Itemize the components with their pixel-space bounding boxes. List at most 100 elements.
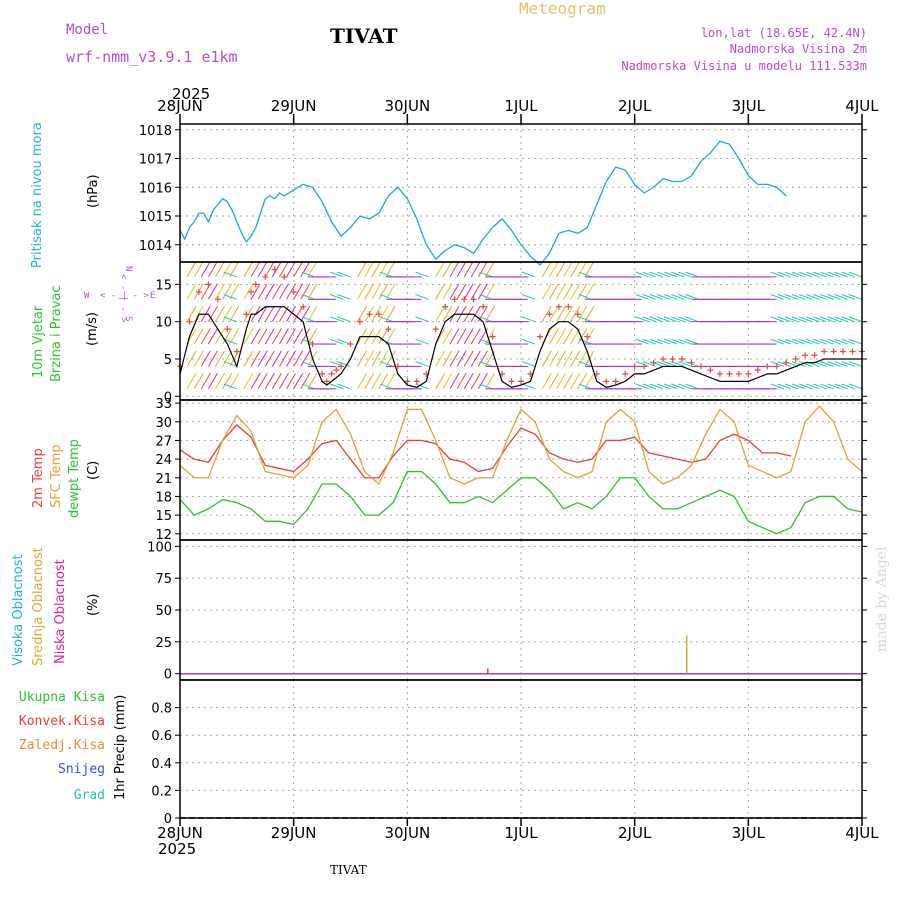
wind-barb (656, 338, 671, 345)
wind-barb (570, 262, 580, 278)
wind-barb (841, 338, 856, 345)
wind-barb (678, 316, 692, 323)
wind-gust-mark (792, 355, 799, 362)
wind-barb (435, 350, 446, 367)
wind-barb (293, 328, 304, 345)
wind-barb (385, 283, 396, 300)
precip-frame (179, 679, 863, 819)
wind-barb (834, 338, 848, 345)
wind-barb (678, 338, 692, 345)
wind-barb (806, 383, 820, 390)
wind-barb (563, 350, 574, 367)
wind-barb (379, 383, 394, 390)
wind-barb (364, 262, 374, 278)
altitude-text: Nadmorska Visina 2m (730, 42, 867, 56)
wind-gust-mark (252, 281, 259, 288)
wind-barb (791, 338, 806, 345)
wind-barb (257, 350, 268, 367)
wind-barb (649, 383, 664, 390)
wind-barb (635, 294, 650, 300)
wind-barb (806, 271, 820, 278)
wind-gust-mark (546, 311, 553, 318)
wind-barb (449, 328, 460, 345)
wind-barb (435, 262, 445, 278)
wind-barb (470, 262, 481, 278)
temp-2m-line (179, 423, 792, 479)
wind-barb (813, 271, 827, 278)
wind-barb (222, 305, 233, 322)
precip-label-total: Ukupna Kisa (19, 690, 105, 705)
wind-gust-mark (707, 367, 714, 374)
wind-barb (642, 294, 657, 300)
wind-barb (264, 328, 275, 345)
wind-barb (257, 262, 268, 278)
wind-barb (820, 271, 834, 278)
wind-barb (827, 294, 841, 300)
year-top: 2025 (172, 85, 210, 103)
wind-barb (186, 283, 197, 300)
wind-barb (364, 283, 375, 300)
wind-barb (834, 294, 848, 300)
wind-barb (635, 383, 650, 390)
wind-barb (649, 338, 664, 345)
precip-label-hail: Grad (74, 788, 105, 803)
wind-gust-mark (489, 333, 496, 340)
cloud-label-high: Visoka Oblacnost (11, 554, 26, 666)
wind-barb (330, 271, 344, 278)
wind-barb (671, 338, 685, 345)
wind-gust-mark (565, 303, 572, 310)
wind-barb (649, 294, 664, 300)
wind-barb (848, 383, 862, 390)
wind-barb (656, 294, 671, 300)
wind-barb (286, 350, 296, 367)
wind-gust-mark (323, 378, 330, 385)
wind-barb (200, 350, 211, 367)
wind-barb (271, 328, 282, 345)
wind-barb (563, 262, 573, 278)
wind-barb (563, 328, 574, 345)
wind-gust-mark (347, 341, 354, 348)
wind-gust-mark (660, 355, 667, 362)
wind-barb (293, 262, 303, 278)
wind-barb (556, 283, 566, 300)
wind-barb (442, 372, 453, 390)
wind-barb (777, 294, 792, 300)
day-label-top: 3JUL (732, 97, 766, 115)
wind-barb (463, 262, 474, 278)
wind-ytick-label: 5 (164, 353, 172, 368)
wind-barb (279, 262, 289, 278)
wind-barb (548, 372, 559, 390)
wind-barb (777, 271, 792, 278)
wind-barb (827, 316, 841, 323)
day-label-bottom: 3JUL (732, 824, 766, 842)
wind-gust-mark (518, 378, 524, 385)
wind-barb (470, 350, 481, 367)
pressure-ytick-label: 1017 (139, 153, 172, 168)
wind-gust-mark (328, 370, 335, 377)
wind-mean-line (179, 306, 862, 388)
wind-barb (229, 283, 240, 300)
compass-south: S (123, 316, 133, 321)
temp-ytick-label: 30 (155, 416, 172, 431)
wind-barb (541, 372, 552, 390)
cloud-ytick-label: 25 (155, 636, 172, 651)
wind-barb (479, 271, 493, 278)
wind-barb (207, 305, 218, 322)
wind-barb (223, 271, 238, 278)
wind-barb (223, 338, 238, 345)
model-label: Model (66, 22, 108, 38)
wind-barb (449, 262, 460, 278)
wind-barb (193, 350, 204, 367)
wind-barb (477, 283, 488, 300)
wind-barb (379, 361, 394, 367)
wind-barb (435, 305, 446, 322)
wind-gust-mark (508, 378, 515, 385)
wind-barb (207, 328, 218, 345)
wind-barb (578, 361, 593, 367)
footer-station: TIVAT (330, 863, 367, 877)
wind-gust-mark (451, 296, 458, 303)
wind-barb (827, 383, 841, 390)
wind-barb (556, 328, 566, 345)
wind-barb (642, 271, 657, 278)
wind-barb (357, 305, 368, 322)
